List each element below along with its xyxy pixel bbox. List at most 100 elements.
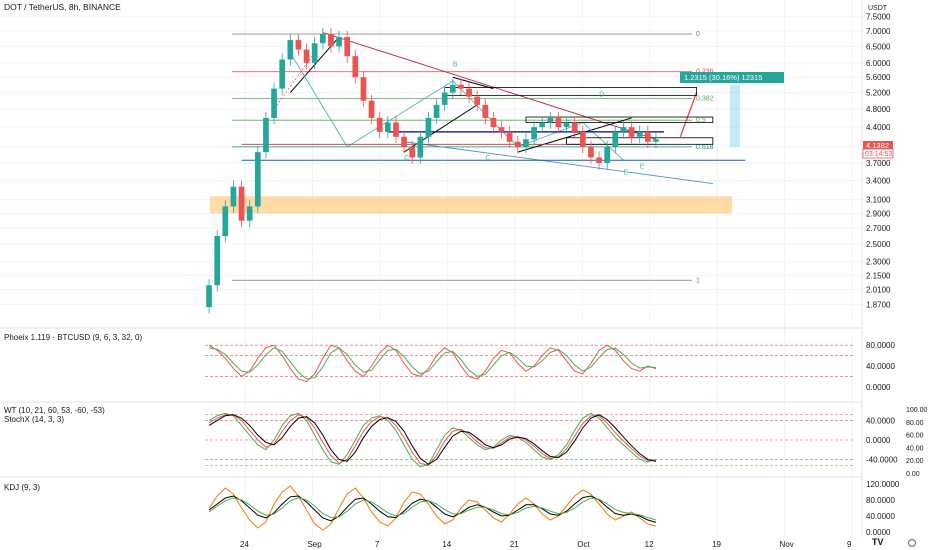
candle-body <box>417 136 424 158</box>
candle-body <box>653 139 659 142</box>
time-tick: 21 <box>510 540 519 549</box>
target-arrow <box>679 92 698 137</box>
fib-level-label: 0.382 <box>696 96 714 103</box>
elliott-wave-line <box>582 122 624 161</box>
elliott-wave-line <box>346 80 454 148</box>
time-tick: 14 <box>442 540 451 549</box>
price-tick: 5.6000 <box>866 73 891 82</box>
candle-body <box>352 56 359 78</box>
indicator-line <box>208 497 657 521</box>
time-tick: 7 <box>375 540 380 549</box>
fib-level-label: 0.5 <box>696 117 706 124</box>
time-tick: 19 <box>712 540 721 549</box>
candle-body <box>644 131 651 142</box>
range-box <box>444 87 697 96</box>
candle-body <box>506 131 513 142</box>
chart-title: DOT / TetherUS, 8h, BINANCE <box>4 2 121 12</box>
price-tick: 2.1500 <box>866 271 891 280</box>
wave-label: D <box>599 92 604 99</box>
wt-title: WT (10, 21, 60, 53, -60, -53) <box>4 406 105 415</box>
last-price-tag: 4.1382 03:14:53 <box>862 141 894 159</box>
measure-label-box <box>680 72 784 83</box>
time-axis[interactable]: 24 Sep 7 14 21 Oct 12 19 Nov 9 <box>240 540 852 549</box>
indicator-tick: 40.0000 <box>866 417 895 426</box>
indicator-tick-right: 60.00 <box>906 433 924 440</box>
price-tick: 2.0100 <box>866 285 891 294</box>
price-tick: 7.0000 <box>866 27 891 36</box>
price-tick: 3.7000 <box>866 159 891 168</box>
candle-body <box>523 139 529 147</box>
indicator-tick: 0.0000 <box>866 528 891 537</box>
candle-body <box>303 49 310 63</box>
currency-label: USDT <box>868 5 888 12</box>
time-tick: Oct <box>577 540 590 549</box>
indicator-line <box>208 485 657 531</box>
phoeix-title: Phoeix 1.119 · BTCUSD (9, 6, 3, 32, 0) <box>4 333 142 342</box>
candle-body <box>466 88 472 97</box>
candle-body <box>539 122 546 128</box>
candle-body <box>588 146 594 158</box>
settings-gear-icon[interactable] <box>907 538 917 548</box>
measure-label: 1.2315 (30.16%) 12315 <box>684 73 762 82</box>
price-candles[interactable] <box>206 27 659 314</box>
wedge-line <box>403 104 478 153</box>
tradingview-logo: TV <box>872 537 884 547</box>
indicator-tick: 120.0000 <box>866 480 900 489</box>
wt-stochx-pane[interactable]: 40.0000 0.0000 -40.0000 100.00 80.00 60.00 40.… <box>205 407 928 478</box>
wave-label: E <box>640 164 645 171</box>
candle-body <box>563 122 570 128</box>
candle-body <box>604 146 611 164</box>
indicator-tick: 40.0000 <box>866 362 895 371</box>
indicator-tick-right: 40.00 <box>906 445 924 452</box>
candle-body <box>384 122 391 132</box>
kdj-pane[interactable]: 120.0000 80.0000 40.0000 0.0000 <box>208 480 900 537</box>
candle-body <box>571 122 578 132</box>
price-tick: 2.3000 <box>866 257 891 266</box>
channel-line <box>404 141 713 185</box>
elliott-wave-line <box>289 52 348 148</box>
candle-body <box>555 117 562 128</box>
candle-body <box>254 152 261 207</box>
candle-body <box>458 84 464 89</box>
indicator-tick: -40.0000 <box>866 455 898 464</box>
indicator-tick: 80.0000 <box>866 341 895 350</box>
candle-body <box>531 127 537 140</box>
candle-body <box>214 236 221 286</box>
candle-body <box>401 136 407 147</box>
support-zone <box>210 196 732 214</box>
candle-body <box>206 285 212 308</box>
candle-body <box>490 117 497 128</box>
candle-body <box>287 40 294 60</box>
indicator-tick-right: 0.00 <box>906 471 920 478</box>
candle-body <box>596 157 602 164</box>
fib-level-label: 1 <box>696 277 700 284</box>
candle-body <box>328 34 334 47</box>
indicator-tick: 0.0000 <box>866 436 891 445</box>
measure-range <box>730 85 740 147</box>
candle-body <box>279 59 286 89</box>
price-tick: 2.5000 <box>866 240 891 249</box>
last-price-value: 4.1382 <box>866 141 889 150</box>
price-tick: 7.5000 <box>866 13 891 22</box>
candle-body <box>271 88 277 118</box>
indicator-tick-right: 80.00 <box>906 420 924 427</box>
price-axis[interactable]: 7.5000 7.0000 6.5000 6.0000 5.6000 5.2000 4.80… <box>866 13 891 310</box>
downtrend-line <box>322 32 657 140</box>
price-tick: 3.1000 <box>866 196 891 205</box>
phoeix-pane[interactable]: 80.0000 40.0000 0.0000 <box>205 341 895 392</box>
wave-labels: B D C E C E <box>404 61 645 176</box>
candle-body <box>579 131 586 147</box>
price-tick: 1.8700 <box>866 300 891 309</box>
candle-body <box>482 104 489 118</box>
candle-body <box>393 122 399 137</box>
wave-label: E <box>623 170 628 177</box>
indicator-tick: 0.0000 <box>866 383 891 392</box>
measure-tool[interactable]: 1.2315 (30.16%) 12315 <box>680 72 784 147</box>
wave-label: C <box>404 155 409 162</box>
price-tick: 6.0000 <box>866 59 891 68</box>
indicator-line <box>208 347 656 380</box>
time-tick: Sep <box>307 540 322 549</box>
candle-body <box>295 40 302 50</box>
candle-body <box>376 117 383 132</box>
